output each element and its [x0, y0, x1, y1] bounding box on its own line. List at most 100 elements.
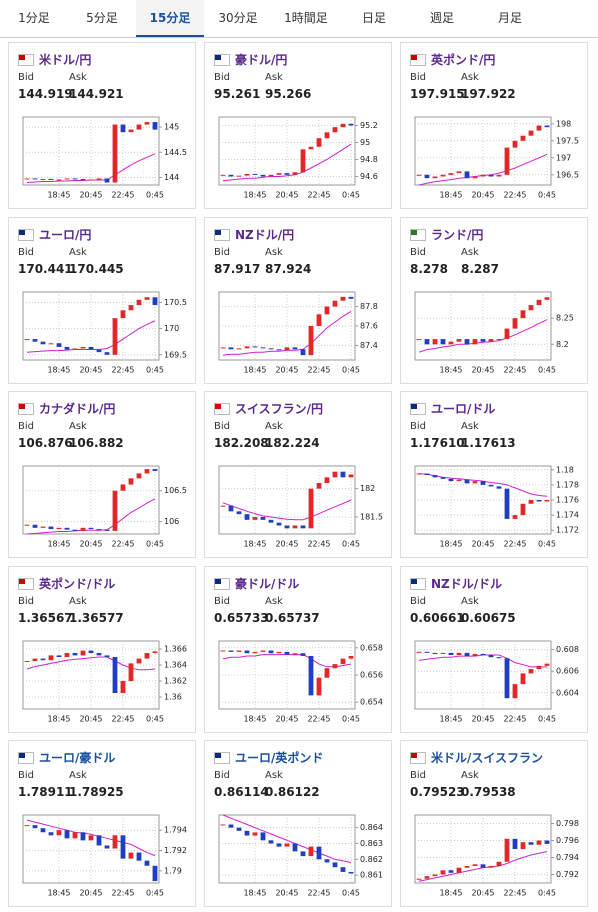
y-tick-label: 0.654: [360, 697, 383, 706]
rate-card[interactable]: ユーロ/円 Bid Ask 170.441 170.445 169.5 170 170.5 18…: [8, 216, 196, 384]
candle: [332, 127, 338, 133]
mini-chart: 1.172 1.174 1.176 1.178 1.18 18:45 20:45 22:45 0…: [414, 465, 579, 549]
candle: [340, 471, 346, 478]
candle: [480, 481, 486, 485]
rate-card[interactable]: NZドル/ドル Bid Ask 0.60661 0.60675 0.604 0.606 0.6…: [400, 565, 588, 733]
candle: [512, 317, 518, 329]
bid-value: 106.876: [18, 436, 73, 450]
rate-card[interactable]: カナダドル/円 Bid Ask 106.876 106.882 106 106.5 18:45…: [8, 391, 196, 558]
flag-part: [411, 753, 417, 758]
rate-card[interactable]: 米ドル/円 Bid Ask 144.919 144.921 144 144.5 145 18:4…: [8, 42, 196, 209]
pair-name[interactable]: 英ポンド/ドル: [39, 576, 116, 591]
candle: [448, 341, 454, 344]
x-tick-label: 22:45: [307, 889, 330, 898]
tab[interactable]: 1分足: [18, 11, 50, 25]
pair-name[interactable]: 米ドル/円: [39, 53, 92, 67]
tab[interactable]: 5分足: [86, 11, 118, 25]
flag-part: [411, 578, 417, 584]
rate-card[interactable]: ユーロ/ドル Bid Ask 1.17610 1.17613 1.172 1.174 1.17…: [400, 391, 588, 558]
candle: [424, 174, 430, 179]
flag: [410, 228, 426, 241]
candle: [128, 662, 134, 681]
flag-part: [215, 229, 221, 235]
candle: [96, 349, 102, 352]
tab[interactable]: 日足: [361, 11, 386, 25]
bid-value: 1.78911: [18, 785, 73, 799]
mini-chart: 181.5 182 18:45 20:45 22:45 0:45: [218, 465, 383, 549]
x-tick-label: 0:45: [538, 714, 556, 723]
flag: [214, 752, 230, 764]
pair-name[interactable]: ユーロ/円: [39, 227, 92, 242]
flag-part: [411, 404, 417, 409]
candle: [432, 874, 438, 877]
x-tick-label: 0:45: [538, 540, 556, 549]
ask-value: 144.921: [69, 87, 124, 101]
mini-chart: 196.5 197 197.5 198 18:45 20:45 22:45 0:45: [414, 116, 579, 200]
candle: [284, 173, 290, 175]
candle: [64, 652, 70, 657]
ask-label: Ask: [461, 246, 479, 258]
candle: [252, 345, 258, 347]
pair-name[interactable]: ユーロ/英ポンド: [235, 751, 324, 765]
bid-value: 87.917: [214, 261, 261, 276]
candle: [416, 174, 422, 176]
rate-card[interactable]: ランド/円 Bid Ask 8.278 8.287 8.2 8.25 18:45 20:45 22…: [400, 216, 588, 384]
tab[interactable]: 15分足: [136, 0, 204, 37]
pair-name[interactable]: 豪ドル/ドル: [235, 576, 300, 591]
pair-name[interactable]: 英ポンド/円: [431, 53, 496, 67]
mini-chart: 1.36 1.362 1.364 1.366 18:45 20:45 22:45 0:45: [22, 640, 187, 723]
pair-name[interactable]: ユーロ/豪ドル: [39, 751, 116, 765]
candle: [340, 867, 346, 872]
y-tick-label: 1.172: [556, 526, 579, 535]
candle: [152, 650, 158, 653]
candle: [128, 304, 134, 310]
candle: [544, 840, 550, 844]
rate-card[interactable]: 英ポンド/円 Bid Ask 197.915 197.922 196.5 197 197.5 1…: [400, 42, 588, 209]
pair-name[interactable]: ランド/円: [431, 227, 484, 242]
candle: [88, 527, 94, 530]
tab[interactable]: 月足: [497, 11, 522, 25]
rate-card[interactable]: 豪ドル/円 Bid Ask 95.261 95.266 94.6 94.8 95 95.2 18:…: [204, 42, 392, 209]
flag-part: [411, 229, 417, 235]
candle: [80, 650, 86, 655]
ask-label: Ask: [69, 421, 87, 432]
x-tick-label: 22:45: [503, 540, 526, 549]
x-tick-label: 18:45: [439, 714, 462, 723]
rate-card[interactable]: NZドル/円 Bid Ask 87.917 87.924 87.4 87.6 87.8 18:4…: [204, 216, 392, 384]
candle: [104, 529, 110, 531]
y-tick-label: 87.4: [360, 340, 378, 349]
y-tick-label: 0.798: [556, 819, 579, 828]
flag-part: [215, 753, 221, 758]
pair-name[interactable]: NZドル/ドル: [431, 576, 503, 591]
pair-name[interactable]: NZドル/円: [235, 227, 295, 242]
pair-name[interactable]: 豪ドル/円: [235, 53, 288, 67]
tab[interactable]: 1時間足: [284, 11, 328, 25]
x-tick-label: 18:45: [47, 714, 70, 723]
bid-label: Bid: [18, 770, 34, 781]
candle: [292, 652, 298, 655]
rate-card[interactable]: ユーロ/英ポンド Bid Ask 0.86114 0.86122 0.861 0.862 0.…: [204, 740, 392, 907]
bid-label: Bid: [410, 246, 426, 258]
rate-card[interactable]: 米ドル/スイスフラン Bid Ask 0.79523 0.79538 0.792 0.794…: [400, 740, 588, 907]
ask-value: 182.224: [265, 436, 320, 450]
pair-name[interactable]: カナダドル/円: [39, 402, 116, 416]
tab[interactable]: 週足: [429, 11, 454, 25]
candle: [300, 652, 306, 656]
pair-name[interactable]: 米ドル/スイスフラン: [431, 751, 544, 765]
y-tick-label: 0.608: [556, 645, 579, 654]
y-tick-label: 144.5: [164, 148, 187, 157]
tab[interactable]: 30分足: [218, 11, 258, 25]
rate-card[interactable]: スイスフラン/円 Bid Ask 182.208 182.224 181.5 182 18:4…: [204, 391, 392, 558]
rate-card[interactable]: 英ポンド/ドル Bid Ask 1.36567 1.36577 1.36 1.362 1.36…: [8, 565, 196, 733]
candle: [340, 658, 346, 664]
rate-card[interactable]: 豪ドル/ドル Bid Ask 0.65733 0.65737 0.654 0.656 0.65…: [204, 565, 392, 733]
candle: [456, 338, 462, 342]
pair-name[interactable]: ユーロ/ドル: [431, 402, 496, 416]
candle: [24, 825, 30, 827]
bid-value: 8.278: [410, 261, 448, 276]
pair-name[interactable]: スイスフラン/円: [235, 402, 324, 416]
x-tick-label: 18:45: [439, 889, 462, 898]
candle: [64, 830, 70, 839]
rate-card[interactable]: ユーロ/豪ドル Bid Ask 1.78911 1.78925 1.79 1.792 1.79…: [8, 740, 196, 907]
candle: [244, 650, 250, 653]
